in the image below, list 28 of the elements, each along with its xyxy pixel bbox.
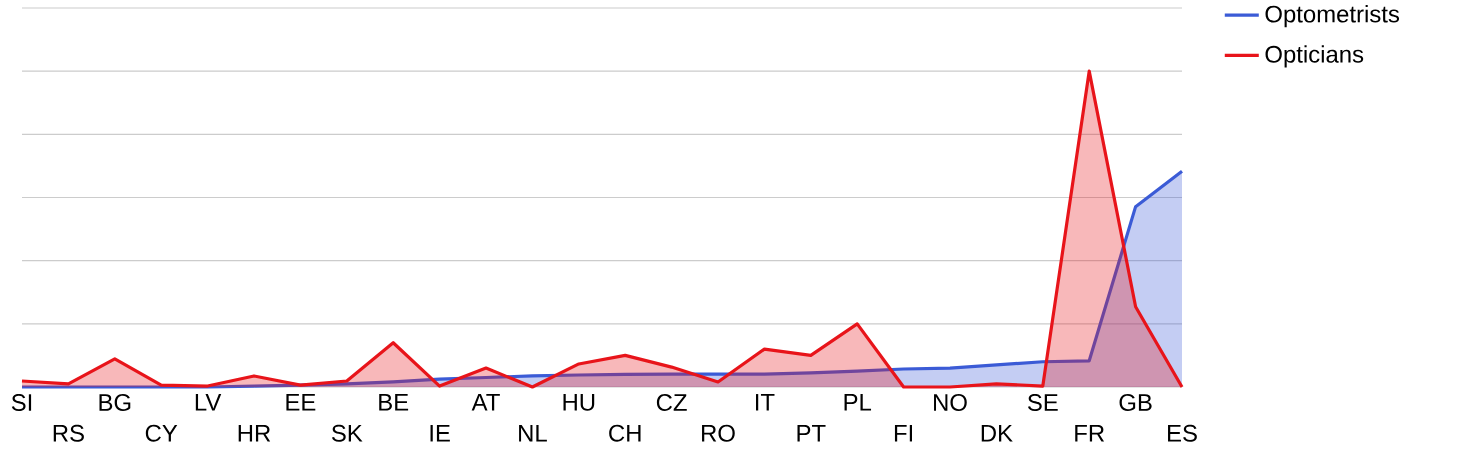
x-tick-label: RO (702, 424, 735, 442)
x-tick-label: HU (563, 394, 595, 411)
legend-label: Optometrists (1265, 5, 1400, 28)
x-tick-label: AT (471, 394, 500, 411)
x-tick-label: FR (1075, 425, 1105, 442)
x-tick-label: HR (238, 425, 271, 442)
x-tick-label: SI (11, 394, 32, 411)
x-tick-label: FI (894, 425, 913, 442)
x-tick-label: NL (519, 425, 547, 442)
x-tick-label: DK (981, 425, 1013, 442)
x-tick-label: SK (331, 424, 363, 442)
x-tick-label: PT (797, 425, 826, 442)
legend-label: Opticians (1265, 45, 1364, 68)
x-tick-label: GB (1119, 394, 1152, 411)
x-tick-label: SE (1027, 394, 1058, 411)
x-tick-label: IT (756, 394, 775, 411)
x-tick-label: CY (145, 424, 178, 442)
x-tick-label: LV (195, 394, 222, 411)
x-tick-label: ES (1168, 424, 1197, 442)
x-tick-label: CH (609, 424, 641, 442)
x-tick-label: BG (99, 394, 131, 411)
x-tick-label: RS (53, 424, 84, 442)
x-tick-label: PL (844, 394, 872, 411)
x-tick-label: CZ (656, 394, 687, 411)
x-tick-label: NO (934, 394, 967, 411)
x-tick-label: BE (379, 394, 409, 411)
x-tick-label: IE (430, 425, 450, 442)
x-tick-label: EE (286, 394, 316, 411)
